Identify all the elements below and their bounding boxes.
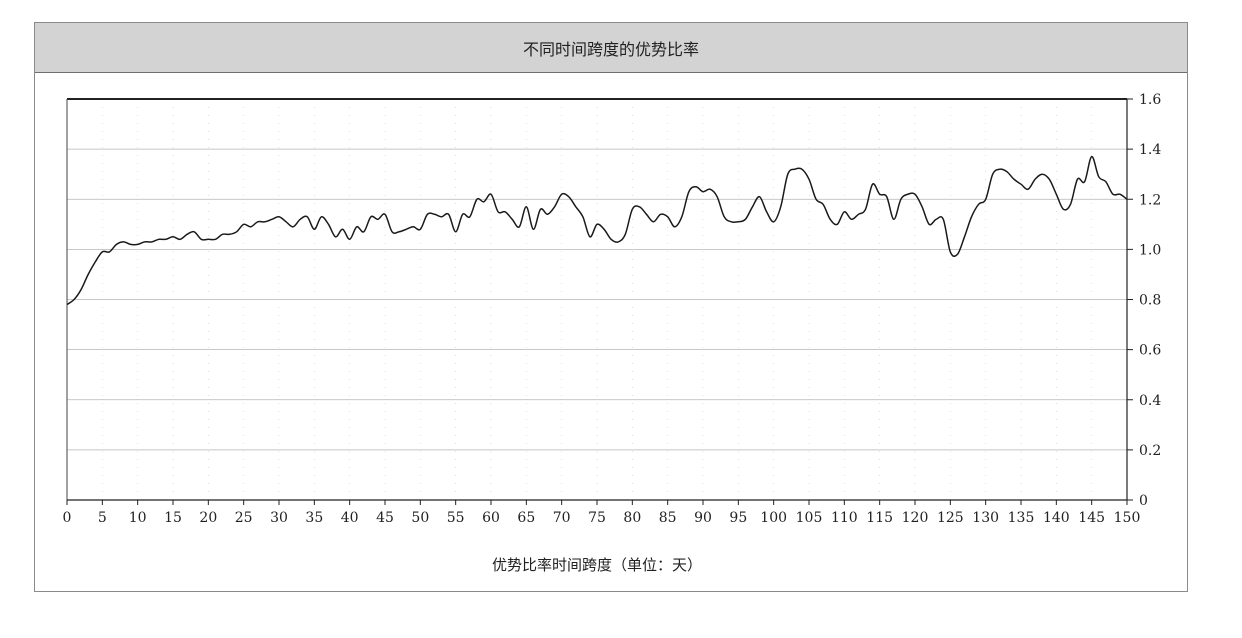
y-tick-label: 0.8 [1139,293,1161,309]
y-tick-label: 1.2 [1139,192,1161,208]
x-tick-label: 80 [623,510,641,526]
y-tick-label: 1.4 [1139,142,1161,158]
x-tick-label: 20 [199,510,217,526]
y-tick-label: 0.6 [1139,343,1161,359]
x-tick-label: 65 [517,510,535,526]
x-tick-label: 100 [760,510,787,526]
chart-title: 不同时间跨度的优势比率 [35,23,1187,73]
axis-layer [66,98,1133,505]
x-tick-label: 25 [235,510,253,526]
x-tick-label: 0 [63,510,72,526]
x-tick-label: 75 [588,510,606,526]
chart-frame: 不同时间跨度的优势比率 0 5 10 15 20 25 30 35 40 45 50 55 60 65 70… [34,22,1188,592]
x-tick-label: 135 [1008,510,1035,526]
y-tick-label: 0 [1139,493,1148,509]
x-tick-label: 40 [341,510,359,526]
x-tick-label: 85 [659,510,677,526]
chart-svg: 0 5 10 15 20 25 30 35 40 45 50 55 60 65 70 75 80 85 90 95 10… [63,92,1162,574]
x-tick-label: 115 [866,510,893,526]
x-tick-label: 10 [129,510,147,526]
x-tick-label: 50 [411,510,429,526]
x-tick-label: 70 [553,510,571,526]
x-tick-label: 55 [447,510,465,526]
x-tick-label: 105 [796,510,823,526]
y-tick-label: 1.0 [1139,242,1161,258]
x-tick-label: 15 [164,510,182,526]
y-tick-label: 1.6 [1139,92,1161,108]
x-tick-label: 125 [937,510,964,526]
x-tick-label: 60 [482,510,500,526]
x-tick-label: 95 [729,510,747,526]
series-layer [66,155,1128,306]
x-tick-label: 45 [376,510,394,526]
x-tick-label: 150 [1114,510,1141,526]
y-tick-label: 0.2 [1139,443,1161,459]
x-tick-label: 5 [98,510,107,526]
x-tick-label: 145 [1078,510,1105,526]
x-axis-title: 优势比率时间跨度（单位：天） [492,556,702,574]
y-tick-label: 0.4 [1139,393,1161,409]
x-tick-label: 30 [270,510,288,526]
x-tick-label: 110 [831,510,858,526]
label-layer: 0 5 10 15 20 25 30 35 40 45 50 55 60 65 70 75 80 85 90 95 10… [63,92,1162,574]
grid-layer [67,98,1127,501]
x-tick-label: 90 [694,510,712,526]
x-tick-label: 35 [305,510,323,526]
x-tick-label: 120 [902,510,929,526]
x-tick-label: 140 [1043,510,1070,526]
x-tick-label: 130 [972,510,999,526]
series-line [66,155,1128,306]
